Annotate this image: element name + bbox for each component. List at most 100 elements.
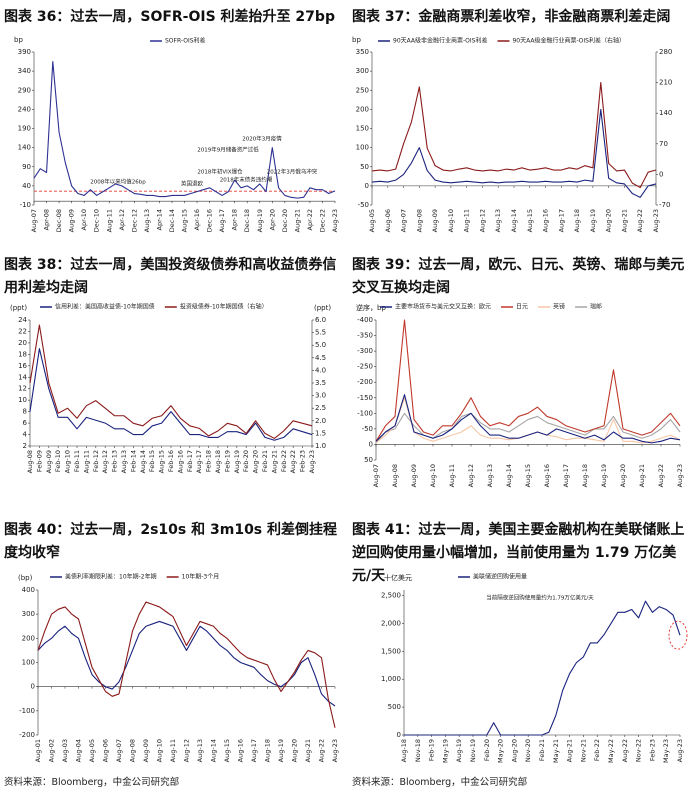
- x-tick-label: Dec-14: [168, 209, 176, 232]
- y-tick-label: 20: [18, 339, 27, 347]
- legend-label: 英镑: [553, 303, 565, 311]
- y-tick-label: 12: [18, 385, 27, 393]
- y2-tick-label: 2.5: [315, 404, 326, 412]
- x-tick-label: Feb-22: [593, 739, 601, 761]
- x-tick-label: Aug-14: [510, 209, 518, 232]
- annotation: 英国退欧: [181, 180, 204, 188]
- y-tick-label: -400: [357, 316, 373, 324]
- x-tick-label: Dec-22: [318, 209, 326, 232]
- x-tick-label: Aug-17: [195, 450, 203, 473]
- source-note: 资料来源：Bloomberg，中金公司研究部: [352, 777, 528, 788]
- x-tick-label: Aug-10: [64, 450, 72, 473]
- y-axis-label: bp: [14, 36, 23, 44]
- x-tick-label: May-21: [552, 739, 560, 763]
- x-tick-label: Aug-11: [448, 464, 456, 487]
- y-tick-label: 10: [18, 396, 27, 404]
- x-tick-label: Aug-12: [467, 464, 475, 487]
- x-tick-label: Feb-19: [428, 739, 436, 761]
- x-tick-label: Aug-23: [676, 464, 684, 487]
- x-tick-label: May-20: [497, 739, 505, 763]
- x-tick-label: Aug-21: [304, 739, 312, 762]
- x-tick-label: Feb-20: [242, 450, 250, 472]
- x-tick-label: May-22: [607, 739, 615, 763]
- chart-title: 图表 39：过去一周，欧元、日元、英镑、瑞郎与美元交叉互换均走阔: [352, 257, 685, 296]
- x-tick-label: Apr-18: [231, 209, 239, 230]
- x-tick-label: Aug-06: [384, 209, 392, 232]
- x-tick-label: Aug-07: [115, 739, 123, 762]
- x-tick-label: Aug-23: [331, 739, 339, 762]
- x-tick-label: Aug-09: [431, 209, 439, 232]
- y-tick-label: 340: [18, 67, 31, 75]
- x-tick-label: Aug-20: [252, 450, 260, 473]
- y-tick-label: 240: [18, 105, 31, 113]
- chart-title: 图表 37：金融商票利差收窄，非金融商票利差走阔: [352, 9, 671, 25]
- x-tick-label: Feb-21: [261, 450, 269, 472]
- y2-tick-label: 5.0: [315, 341, 326, 349]
- x-tick-label: Aug-20: [605, 209, 613, 232]
- y-axis-label: (ppt): [10, 304, 27, 312]
- x-tick-label: Feb-09: [35, 450, 43, 472]
- series-line: [404, 600, 681, 736]
- y2-tick-label: 6.0: [315, 316, 326, 324]
- x-tick-label: Aug-22: [318, 739, 326, 762]
- x-tick-label: Apr-14: [155, 209, 163, 230]
- legend-label: 信用利差：美国高收益债-10年期国债: [55, 303, 155, 311]
- x-tick-label: Aug-01: [34, 739, 42, 762]
- x-tick-label: Aug-19: [589, 209, 597, 232]
- y-axis-label: bp: [352, 36, 361, 44]
- y-tick-label: 22: [18, 327, 27, 335]
- y2-tick-label: 1.0: [315, 442, 326, 450]
- series-line: [375, 394, 681, 444]
- y2-tick-label: 3.0: [315, 392, 326, 400]
- x-tick-label: Apr-08: [43, 209, 51, 230]
- x-tick-label: Aug-08: [391, 464, 399, 487]
- x-tick-label: Aug-19: [256, 209, 264, 232]
- legend-label: SOFR-OIS利差: [165, 37, 206, 45]
- x-tick-label: Feb-13: [111, 450, 119, 472]
- x-tick-label: Aug-22: [657, 464, 665, 487]
- chart-title: 图表 40：过去一周，2s10s 和 3m10s 利差倒挂程度均收窄: [4, 522, 338, 561]
- y-tick-label: 2: [23, 442, 27, 450]
- x-tick-label: Feb-12: [92, 450, 100, 472]
- x-tick-label: Aug-04: [75, 739, 83, 762]
- x-tick-label: Dec-10: [93, 209, 101, 232]
- annotation: 2020年3月疫情: [242, 135, 282, 143]
- y-tick-label: -250: [357, 363, 373, 371]
- y-tick-label: 400: [22, 586, 35, 594]
- chart-title: 图表 41：过去一周，美国主要金融机构在美联储账上逆回购使用量小幅增加，当前使用…: [352, 522, 685, 584]
- x-tick-label: Aug-17: [562, 464, 570, 487]
- y-tick-label: 0: [31, 683, 35, 691]
- x-tick-label: Aug-08: [26, 450, 34, 473]
- x-tick-label: Aug-23: [308, 450, 316, 473]
- x-tick-label: Aug-16: [543, 464, 551, 487]
- x-tick-label: Nov-21: [579, 739, 587, 762]
- x-tick-label: Aug-22: [621, 739, 629, 762]
- chart-title: 图表 38：过去一周，美国投资级债券和高收益债券信用利差均走阔: [4, 257, 337, 296]
- y-tick-label: 150: [356, 125, 369, 133]
- y-tick-label: 300: [356, 67, 369, 75]
- legend-label: 日元: [516, 304, 528, 311]
- y-tick-label: -200: [357, 378, 373, 386]
- x-tick-label: Aug-09: [45, 450, 53, 473]
- y-tick-label: -50: [362, 425, 373, 433]
- y-tick-label: 6: [23, 419, 28, 427]
- x-tick-label: Feb-11: [73, 450, 81, 472]
- x-tick-label: Aug-18: [573, 209, 581, 232]
- y-tick-label: 16: [18, 362, 27, 370]
- x-tick-label: Aug-18: [581, 464, 589, 487]
- x-tick-label: Aug-20: [619, 464, 627, 487]
- y-tick-label: 2,500: [381, 592, 401, 600]
- y-tick-label: 300: [22, 610, 35, 618]
- y-tick-label: -150: [357, 394, 373, 402]
- x-tick-label: Aug-13: [120, 450, 128, 473]
- x-tick-label: Aug-21: [293, 209, 301, 232]
- x-tick-label: Aug-15: [223, 739, 231, 762]
- x-tick-label: Aug-11: [463, 209, 471, 232]
- x-tick-label: Aug-09: [68, 209, 76, 232]
- highlight-ellipse: [668, 620, 688, 650]
- x-tick-label: Nov-18: [414, 739, 422, 762]
- annotation: 2018年末债务违约潮: [220, 176, 273, 184]
- x-tick-label: Aug-18: [400, 739, 408, 762]
- x-tick-label: Feb-22: [280, 450, 288, 472]
- x-tick-label: Feb-15: [148, 450, 156, 472]
